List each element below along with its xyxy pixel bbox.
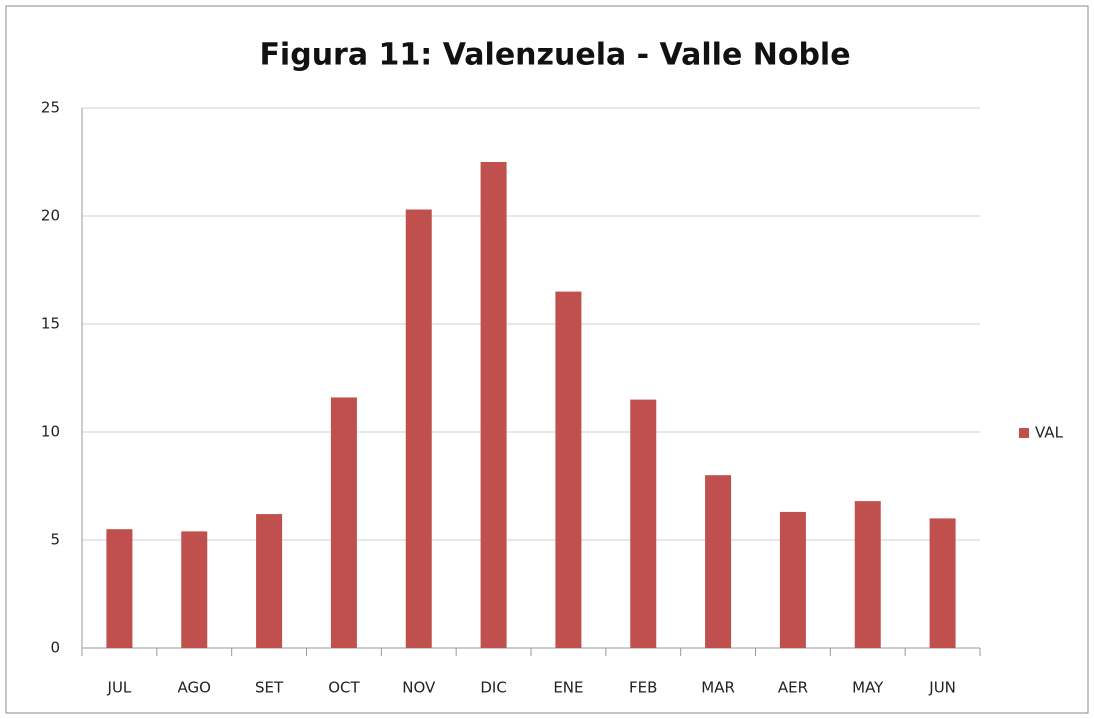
y-tick-label: 5 xyxy=(50,531,60,549)
x-tick-label: JUL xyxy=(107,679,132,697)
bar xyxy=(405,209,432,648)
x-tick-label: DIC xyxy=(480,679,506,697)
x-tick-label: ENE xyxy=(553,679,583,697)
bar xyxy=(106,529,133,648)
bar xyxy=(256,514,283,648)
x-tick-label: AER xyxy=(778,679,808,697)
bar xyxy=(330,397,357,648)
x-tick-label: MAY xyxy=(852,679,884,697)
bar xyxy=(779,511,806,648)
legend-swatch xyxy=(1019,428,1029,438)
legend-label: VAL xyxy=(1035,424,1064,442)
bar xyxy=(929,518,956,648)
x-tick-label: FEB xyxy=(629,679,657,697)
y-tick-label: 25 xyxy=(41,99,60,117)
y-tick-label: 20 xyxy=(41,207,60,225)
x-tick-label: OCT xyxy=(328,679,360,697)
x-tick-label: MAR xyxy=(701,679,735,697)
bar xyxy=(181,531,208,648)
y-tick-label: 10 xyxy=(41,423,60,441)
bar xyxy=(555,291,582,648)
y-tick-label: 15 xyxy=(41,315,60,333)
x-tick-label: JUN xyxy=(928,679,956,697)
x-tick-label: SET xyxy=(255,679,284,697)
bar xyxy=(705,475,732,648)
bar xyxy=(480,162,507,648)
bar xyxy=(854,501,881,648)
chart-border xyxy=(5,5,1089,714)
bar xyxy=(630,399,657,648)
x-tick-label: NOV xyxy=(402,679,436,697)
x-tick-label: AGO xyxy=(178,679,211,697)
y-tick-label: 0 xyxy=(50,639,60,657)
chart-title: Figura 11: Valenzuela - Valle Noble xyxy=(259,38,850,73)
